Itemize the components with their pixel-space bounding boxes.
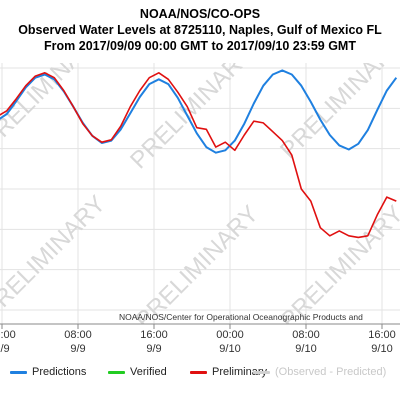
- legend-item-preliminary[interactable]: Preliminary: [190, 366, 267, 378]
- x-tick-label-date: 9/10: [371, 343, 392, 355]
- legend-swatch-preliminary: [190, 370, 207, 374]
- x-tick-label-time: 08:00: [292, 329, 320, 341]
- legend: Predictions Verified Preliminary (Observ…: [0, 366, 400, 382]
- x-tick-label-date: 9/10: [219, 343, 240, 355]
- legend-label-preliminary: Preliminary: [212, 366, 268, 378]
- title-line-station: Observed Water Levels at 8725110, Naples…: [18, 23, 382, 37]
- grid: [0, 63, 400, 324]
- x-axis-ticks: 00:00 9/9 08:00 9/9 16:00 9/9 00:00 9/10 08:00 9/…: [0, 324, 396, 355]
- chart-title: NOAA/NOS/CO-OPS Observed Water Levels at…: [0, 6, 400, 54]
- legend-item-predictions[interactable]: Predictions: [10, 366, 86, 378]
- title-line-agency: NOAA/NOS/CO-OPS: [139, 7, 261, 21]
- series-layer: [0, 69, 398, 239]
- plot-area: [0, 63, 400, 324]
- legend-label-verified: Verified: [130, 366, 167, 378]
- x-tick-label-time: 00:00: [0, 329, 16, 341]
- legend-swatch-verified: [108, 370, 125, 374]
- x-tick-label-date: 9/9: [0, 343, 10, 355]
- series-line-preliminary: [0, 72, 397, 239]
- legend-swatch-predictions: [10, 370, 27, 374]
- legend-label-predictions: Predictions: [32, 366, 87, 378]
- credit-text: NOAA/NOS/Center for Operational Oceanogr…: [119, 312, 363, 322]
- x-tick-label-date: 9/10: [295, 343, 316, 355]
- x-tick-label-date: 9/9: [70, 343, 85, 355]
- x-tick-label-time: 16:00: [368, 329, 396, 341]
- title-line-range: From 2017/09/09 00:00 GMT to 2017/09/10 …: [44, 39, 356, 53]
- x-tick-label-date: 9/9: [146, 343, 161, 355]
- x-tick-label-time: 16:00: [140, 329, 168, 341]
- legend-label-observed-minus-predicted: (Observed - Predicted): [275, 366, 387, 378]
- legend-item-verified[interactable]: Verified: [108, 366, 167, 378]
- x-tick-label-time: 00:00: [216, 329, 244, 341]
- legend-swatch-observed-minus-predicted: [253, 370, 270, 374]
- x-tick-label-time: 08:00: [64, 329, 92, 341]
- legend-item-observed-minus-predicted[interactable]: (Observed - Predicted): [253, 366, 386, 378]
